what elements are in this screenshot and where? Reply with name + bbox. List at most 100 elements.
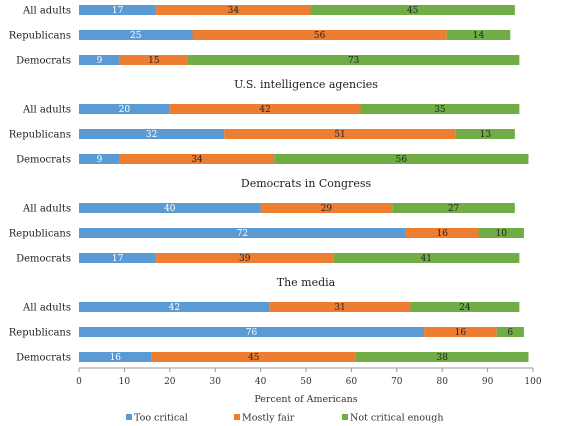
bar-segment — [169, 104, 361, 114]
bar-segment — [187, 55, 520, 65]
category-label: All adults — [22, 105, 71, 116]
data-label: 9 — [97, 56, 103, 66]
data-label: 31 — [334, 303, 345, 313]
x-tick-label: 50 — [300, 377, 312, 387]
data-label: 42 — [259, 105, 270, 115]
data-label: 6 — [507, 328, 513, 338]
bar-segment — [269, 302, 411, 312]
data-label: 51 — [334, 130, 345, 140]
bar-segment — [119, 154, 275, 164]
data-label: 25 — [130, 31, 142, 41]
data-label: 13 — [480, 130, 492, 140]
category-label: Democrats — [16, 155, 71, 166]
bar-segment — [405, 228, 479, 238]
bar-segment — [79, 352, 152, 362]
category-label: Democrats — [16, 56, 71, 67]
data-label: 40 — [164, 204, 176, 214]
data-label: 56 — [314, 31, 326, 41]
x-axis: 0 10 20 30 40 50 60 70 80 90 100 — [76, 367, 542, 387]
x-tick-label: 0 — [76, 377, 82, 387]
x-tick-label: 60 — [346, 377, 358, 387]
bar-segment — [119, 55, 188, 65]
category-label: All adults — [22, 204, 71, 215]
data-label: 34 — [228, 6, 240, 16]
data-label: 39 — [239, 254, 251, 264]
bar-segment — [478, 228, 524, 238]
category-label: All adults — [22, 303, 71, 314]
bar-segment — [274, 154, 529, 164]
data-label: 72 — [237, 229, 248, 239]
bar-segment — [79, 302, 270, 312]
x-tick-label: 40 — [255, 377, 267, 387]
bar-segment — [79, 253, 157, 263]
bar-segment — [496, 327, 524, 337]
data-label: 20 — [119, 105, 131, 115]
bar-segment — [455, 129, 515, 139]
bar-segment — [79, 327, 425, 337]
data-label: 41 — [421, 254, 432, 264]
data-label: 24 — [459, 303, 471, 313]
data-label: 16 — [455, 328, 467, 338]
x-tick-label: 70 — [391, 377, 403, 387]
bar-segment — [79, 30, 193, 40]
legend-label: Too critical — [134, 413, 188, 424]
legend-swatch — [234, 414, 240, 420]
group-title: The media — [277, 276, 336, 289]
category-label: Republicans — [9, 328, 71, 339]
group-title: U.S. intelligence agencies — [234, 78, 378, 91]
bar-segment — [224, 129, 456, 139]
bar-segment — [333, 253, 520, 263]
data-label: 17 — [112, 254, 124, 264]
category-label: All adults — [22, 6, 71, 17]
bar-segment — [79, 154, 120, 164]
data-label: 32 — [146, 130, 157, 140]
data-label: 34 — [191, 155, 203, 165]
category-label: Democrats — [16, 353, 71, 364]
x-tick-label: 10 — [119, 377, 131, 387]
bar-segment — [410, 302, 520, 312]
bar-segment — [424, 327, 497, 337]
data-label: 14 — [473, 31, 485, 41]
x-tick-label: 90 — [482, 377, 494, 387]
data-label: 10 — [495, 229, 507, 239]
category-label: Republicans — [9, 130, 71, 141]
category-label: Democrats — [16, 254, 71, 265]
bar-segment — [79, 129, 225, 139]
bar-segment — [192, 30, 447, 40]
bar-segment — [79, 104, 170, 114]
legend-swatch — [342, 414, 348, 420]
data-label: 35 — [434, 105, 446, 115]
bar-segment — [156, 5, 311, 15]
category-label: Republicans — [9, 31, 71, 42]
data-label: 45 — [248, 353, 260, 363]
data-label: 27 — [448, 204, 460, 214]
x-tick-label: 20 — [164, 377, 176, 387]
bar-segment — [79, 203, 261, 213]
legend-swatch — [126, 414, 132, 420]
bar-segment — [79, 5, 157, 15]
bar-segment — [392, 203, 515, 213]
data-label: 29 — [321, 204, 333, 214]
data-label: 76 — [246, 328, 258, 338]
data-label: 56 — [396, 155, 408, 165]
data-label: 16 — [110, 353, 122, 363]
x-axis-title: Percent of Americans — [254, 394, 357, 405]
bar-segment — [151, 352, 356, 362]
bar-segment — [156, 253, 334, 263]
group-title: Democrats in Congress — [241, 177, 372, 190]
data-label: 17 — [112, 6, 124, 16]
x-tick-label: 80 — [436, 377, 448, 387]
data-label: 45 — [407, 6, 419, 16]
data-label: 15 — [148, 56, 160, 66]
category-label: Republicans — [9, 229, 71, 240]
data-label: 38 — [436, 353, 448, 363]
bar-segment — [360, 104, 520, 114]
data-label: 73 — [348, 56, 360, 66]
data-label: 9 — [97, 155, 103, 165]
data-label: 16 — [436, 229, 448, 239]
legend-label: Not critical enough — [350, 413, 443, 424]
bar-segment — [446, 30, 511, 40]
bar-segment — [79, 228, 406, 238]
legend-label: Mostly fair — [242, 413, 295, 424]
